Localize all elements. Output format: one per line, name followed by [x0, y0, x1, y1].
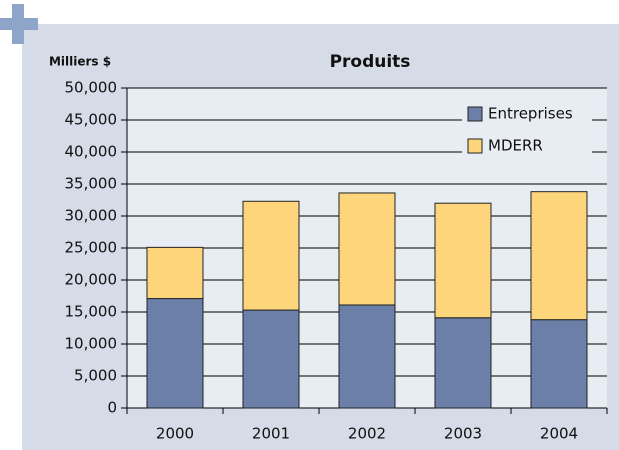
x-tick-label: 2000	[156, 425, 194, 443]
y-tick-label: 40,000	[65, 143, 118, 161]
bar-segment	[530, 319, 588, 409]
bar-segment	[338, 304, 396, 409]
bar-segment	[434, 317, 492, 409]
y-tick-label: 50,000	[65, 79, 118, 97]
legend-swatch	[467, 138, 483, 154]
x-tick-label: 2002	[348, 425, 386, 443]
legend-box	[462, 98, 592, 162]
y-axis-label: Milliers $	[49, 55, 111, 69]
y-tick-label: 45,000	[65, 111, 118, 129]
y-tick-label: 0	[107, 399, 117, 417]
bar-segment	[242, 309, 300, 409]
chart-title: Produits	[330, 52, 411, 72]
plus-icon	[0, 18, 38, 30]
y-tick-label: 15,000	[65, 303, 118, 321]
x-tick-label: 2001	[252, 425, 290, 443]
bar-segment	[146, 246, 204, 300]
bar-segment	[146, 298, 204, 409]
bar-segment	[530, 191, 588, 321]
x-tick-label: 2004	[540, 425, 578, 443]
y-tick-label: 30,000	[65, 207, 118, 225]
x-tick-label: 2003	[444, 425, 482, 443]
y-tick-label: 25,000	[65, 239, 118, 257]
bar-segment	[434, 202, 492, 319]
legend-label: MDERR	[488, 137, 543, 155]
y-tick-label: 35,000	[65, 175, 118, 193]
legend-swatch	[467, 106, 483, 122]
bar-segment	[338, 192, 396, 306]
y-tick-label: 5,000	[74, 367, 117, 385]
legend-label: Entreprises	[488, 105, 573, 123]
y-tick-label: 10,000	[65, 335, 118, 353]
y-tick-label: 20,000	[65, 271, 118, 289]
bar-segment	[242, 200, 300, 311]
